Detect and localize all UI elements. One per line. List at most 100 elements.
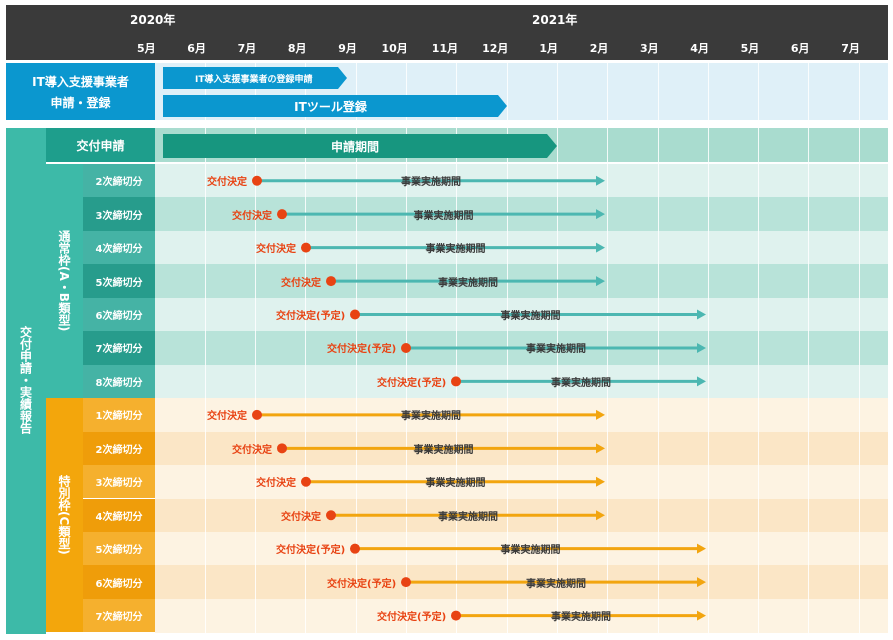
it-tool-bar	[163, 95, 507, 117]
grid-line	[707, 63, 709, 635]
decision-label: 交付決定(予定)	[377, 612, 447, 624]
decision-dot	[350, 309, 360, 320]
period-label: 事業実施期間	[500, 311, 561, 323]
arrow-head	[596, 443, 605, 454]
side-label-column	[6, 128, 46, 634]
decision-label: 交付決定	[256, 478, 296, 490]
row-name-cell: 5次締切分	[83, 264, 155, 298]
decision-dot	[451, 610, 461, 621]
month-label: 7月	[841, 42, 860, 55]
year-label: 2020年	[130, 13, 176, 27]
decision-label: 交付決定	[207, 411, 247, 423]
application-period-label: 申請期間	[330, 139, 379, 154]
grid-line	[758, 63, 760, 635]
it-registration-label: IT導入支援事業者の登録申請	[195, 74, 313, 85]
it-support-block	[6, 63, 155, 120]
year-label: 2021年	[532, 13, 578, 27]
special-group-label: 特別枠(C類型)	[57, 475, 71, 556]
period-label: 事業実施期間	[413, 210, 474, 222]
decision-dot	[451, 376, 461, 387]
month-label: 7月	[237, 42, 257, 55]
decision-dot	[326, 276, 336, 287]
arrow-head	[596, 175, 605, 186]
arrow-head	[596, 409, 605, 420]
decision-label: 交付決定(予定)	[327, 344, 397, 356]
decision-label: 交付決定	[281, 511, 321, 523]
month-label: 1月	[539, 42, 559, 55]
period-label: 事業実施期間	[526, 344, 586, 356]
decision-label: 交付決定(予定)	[377, 377, 447, 389]
it-support-title-1: IT導入支援事業者	[32, 74, 129, 89]
decision-label: 交付決定	[232, 444, 272, 456]
decision-dot	[301, 476, 311, 487]
row-name-cell: 4次締切分	[83, 498, 155, 532]
decision-dot	[252, 175, 262, 186]
month-label: 6月	[790, 42, 810, 55]
decision-dot	[326, 510, 336, 521]
month-label: 12月	[482, 42, 509, 55]
period-label: 事業実施期間	[438, 511, 498, 523]
row-name-cell: 3次締切分	[83, 465, 155, 499]
decision-dot	[252, 409, 262, 420]
decision-label: 交付決定(予定)	[276, 311, 346, 323]
decision-dot	[277, 209, 287, 220]
month-label: 2月	[589, 42, 609, 55]
month-label: 6月	[187, 42, 206, 55]
decision-dot	[401, 342, 411, 353]
normal-group-label: 通常枠(A・B類型)	[57, 230, 71, 332]
decision-dot	[401, 577, 411, 588]
it-support-title-2: 申請・登録	[50, 95, 111, 110]
it-registration-bar	[163, 67, 347, 89]
row-name-cell: 2次締切分	[83, 164, 155, 198]
arrow-head	[697, 577, 706, 588]
row-name-cell: 4次締切分	[83, 230, 155, 265]
period-label: 事業実施期間	[438, 277, 498, 289]
normal-group-column	[46, 164, 83, 399]
arrow-head	[596, 209, 605, 220]
decision-label: 交付決定	[256, 244, 296, 256]
month-label: 9月	[338, 42, 357, 55]
period-label: 事業実施期間	[500, 545, 561, 557]
arrow-head	[596, 476, 605, 487]
arrow-head	[697, 376, 706, 387]
arrow-head	[697, 543, 706, 554]
decision-dot	[350, 543, 360, 554]
period-label: 事業実施期間	[401, 411, 461, 423]
grid-line	[204, 63, 206, 635]
period-label: 事業実施期間	[401, 177, 461, 189]
month-label: 5月	[740, 42, 760, 55]
grid-line	[808, 63, 810, 635]
kofu-label: 交付申請	[46, 128, 155, 162]
grid-line	[858, 63, 860, 635]
row-name-cell: 7次締切分	[83, 331, 155, 365]
arrow-head	[596, 510, 605, 521]
decision-dot	[301, 242, 311, 253]
header-bar	[6, 5, 888, 60]
period-label: 事業実施期間	[425, 244, 486, 256]
period-label: 事業実施期間	[551, 612, 611, 624]
period-label: 事業実施期間	[413, 444, 474, 456]
period-label: 事業実施期間	[551, 377, 611, 389]
month-label: 5月	[137, 42, 156, 55]
row-name-cell: 3次締切分	[83, 197, 155, 231]
month-label: 11月	[431, 42, 459, 55]
side-label: 交付申請・実績報告	[18, 326, 33, 434]
row-name-cell: 6次締切分	[83, 565, 155, 599]
period-label: 事業実施期間	[526, 578, 586, 590]
decision-label: 交付決定	[207, 177, 247, 189]
decision-label: 交付決定(予定)	[327, 578, 397, 590]
grid-line	[355, 63, 357, 635]
month-label: 3月	[640, 42, 659, 55]
application-period-bar	[163, 134, 557, 158]
decision-label: 交付決定	[232, 210, 272, 222]
decision-label: 交付決定	[281, 277, 321, 289]
it-tool-label: ITツール登録	[294, 99, 367, 114]
row-name-cell: 2次締切分	[83, 431, 155, 466]
arrow-head	[697, 610, 706, 621]
row-name-cell: 7次締切分	[83, 598, 155, 633]
row-name-cell: 5次締切分	[83, 531, 155, 566]
row-name-cell: 8次締切分	[83, 364, 155, 399]
grid-line	[305, 63, 307, 635]
